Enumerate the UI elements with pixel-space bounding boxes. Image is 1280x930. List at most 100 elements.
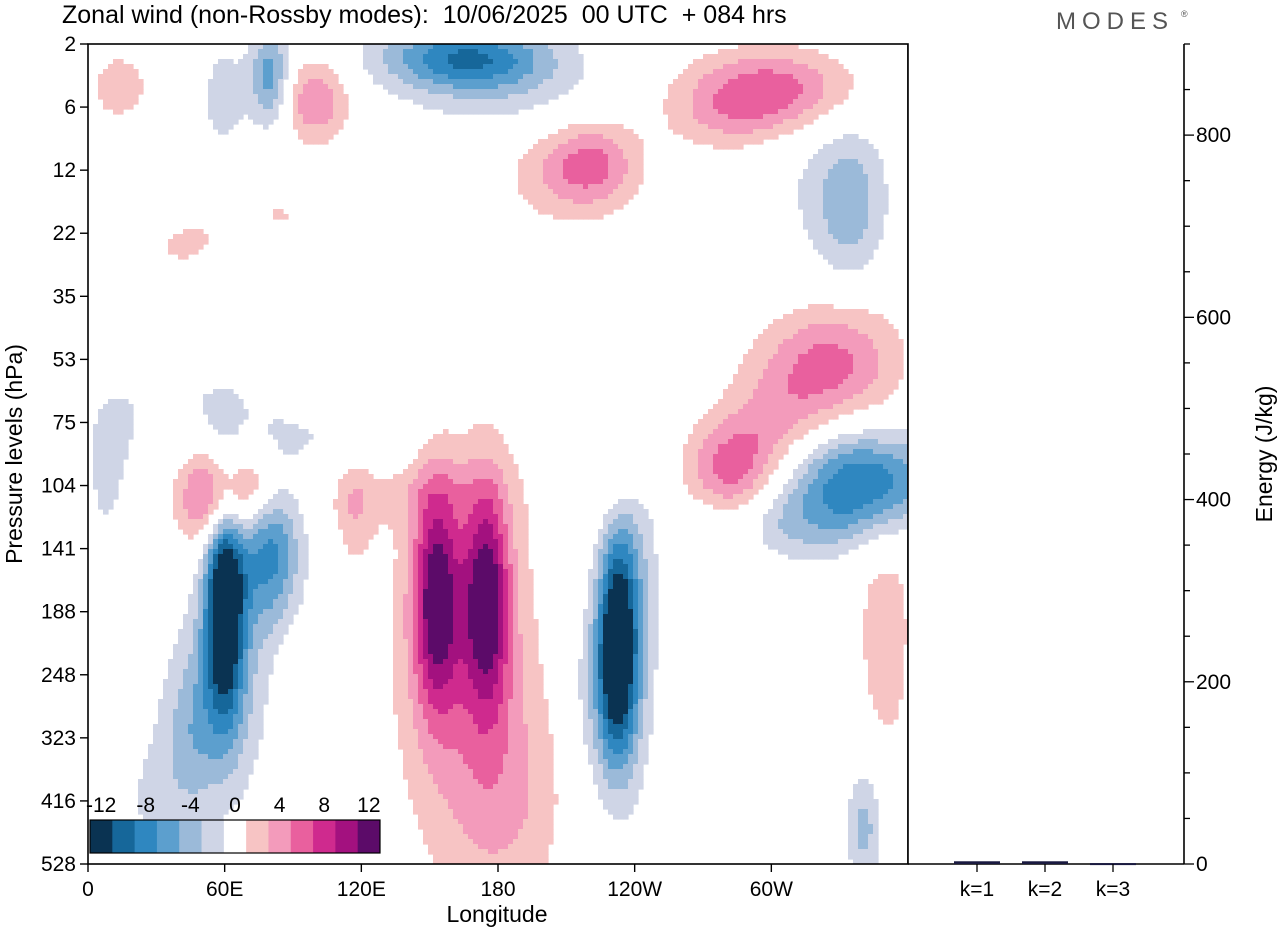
heatmap-cell: [698, 429, 704, 435]
heatmap-cell: [868, 169, 874, 175]
heatmap-cell: [853, 184, 859, 190]
heatmap-cell: [888, 364, 894, 370]
heatmap-cell: [533, 204, 539, 210]
heatmap-cell: [773, 44, 779, 50]
heatmap-cell: [198, 229, 204, 235]
heatmap-cell: [878, 194, 884, 200]
heatmap-cell: [443, 479, 449, 485]
heatmap-cell: [543, 79, 549, 85]
heatmap-cell: [413, 94, 419, 100]
heatmap-cell: [838, 514, 844, 520]
heatmap-cell: [608, 194, 614, 200]
heatmap-cell: [873, 429, 879, 435]
heatmap-cell: [793, 99, 799, 105]
heatmap-cell: [813, 484, 819, 490]
heatmap-cell: [713, 79, 719, 85]
heatmap-cell: [813, 159, 819, 165]
heatmap-cell: [603, 134, 609, 140]
heatmap-cell: [858, 159, 864, 165]
heatmap-cell: [573, 164, 579, 170]
heatmap-cell: [218, 414, 224, 420]
heatmap-cell: [853, 374, 859, 380]
heatmap-cell: [638, 174, 644, 180]
heatmap-cell: [788, 434, 794, 440]
heatmap-cell: [398, 519, 404, 525]
heatmap-cell: [548, 49, 554, 55]
heatmap-cell: [768, 124, 774, 130]
heatmap-cell: [248, 69, 254, 75]
heatmap-cell: [298, 429, 304, 435]
heatmap-cell: [698, 484, 704, 490]
heatmap-cell: [743, 459, 749, 465]
heatmap-cell: [733, 454, 739, 460]
heatmap-cell: [103, 454, 109, 460]
heatmap-cell: [393, 44, 399, 50]
heatmap-cell: [598, 209, 604, 215]
heatmap-cell: [113, 64, 119, 70]
heatmap-cell: [98, 479, 104, 485]
heatmap-cell: [848, 409, 854, 415]
heatmap-cell: [818, 444, 824, 450]
heatmap-cell: [488, 64, 494, 70]
heatmap-cell: [373, 79, 379, 85]
heatmap-cell: [383, 484, 389, 490]
heatmap-cell: [758, 469, 764, 475]
heatmap-cell: [838, 464, 844, 470]
heatmap-cell: [473, 464, 479, 470]
heatmap-cell: [768, 444, 774, 450]
heatmap-cell: [803, 419, 809, 425]
heatmap-cell: [808, 114, 814, 120]
heatmap-cell: [278, 94, 284, 100]
heatmap-cell: [188, 524, 194, 530]
heatmap-cell: [593, 159, 599, 165]
heatmap-cell: [818, 509, 824, 515]
heatmap-cell: [563, 194, 569, 200]
heatmap-cell: [548, 64, 554, 70]
heatmap-cell: [393, 69, 399, 75]
heatmap-cell: [98, 449, 104, 455]
heatmap-cell: [768, 64, 774, 70]
heatmap-cell: [218, 124, 224, 130]
heatmap-cell: [338, 484, 344, 490]
heatmap-cell: [703, 439, 709, 445]
heatmap-cell: [843, 264, 849, 270]
heatmap-cell: [553, 94, 559, 100]
heatmap-cell: [798, 474, 804, 480]
heatmap-cell: [878, 464, 884, 470]
heatmap-cell: [558, 134, 564, 140]
heatmap-cell: [713, 64, 719, 70]
heatmap-cell: [438, 454, 444, 460]
heatmap-cell: [448, 54, 454, 60]
heatmap-cell: [423, 499, 429, 505]
heatmap-cell: [833, 89, 839, 95]
heatmap-cell: [793, 49, 799, 55]
heatmap-cell: [428, 519, 434, 525]
heatmap-cell: [843, 249, 849, 255]
heatmap-cell: [858, 309, 864, 315]
heatmap-cell: [518, 489, 524, 495]
heatmap-cell: [843, 439, 849, 445]
heatmap-cell: [578, 144, 584, 150]
heatmap-cell: [798, 369, 804, 375]
heatmap-cell: [518, 179, 524, 185]
heatmap-cell: [868, 519, 874, 525]
heatmap-cell: [628, 129, 634, 135]
heatmap-cell: [698, 79, 704, 85]
heatmap-cell: [363, 64, 369, 70]
heatmap-cell: [468, 454, 474, 460]
heatmap-cell: [828, 404, 834, 410]
heatmap-cell: [238, 104, 244, 110]
heatmap-cell: [478, 434, 484, 440]
heatmap-cell: [768, 44, 774, 50]
heatmap-cell: [778, 439, 784, 445]
heatmap-cell: [858, 354, 864, 360]
heatmap-cell: [238, 399, 244, 405]
heatmap-cell: [213, 469, 219, 475]
heatmap-cell: [823, 64, 829, 70]
heatmap-cell: [903, 494, 908, 500]
heatmap-cell: [353, 469, 359, 475]
heatmap-cell: [783, 489, 789, 495]
heatmap-cell: [743, 409, 749, 415]
heatmap-cell: [198, 464, 204, 470]
heatmap-cell: [273, 419, 279, 425]
